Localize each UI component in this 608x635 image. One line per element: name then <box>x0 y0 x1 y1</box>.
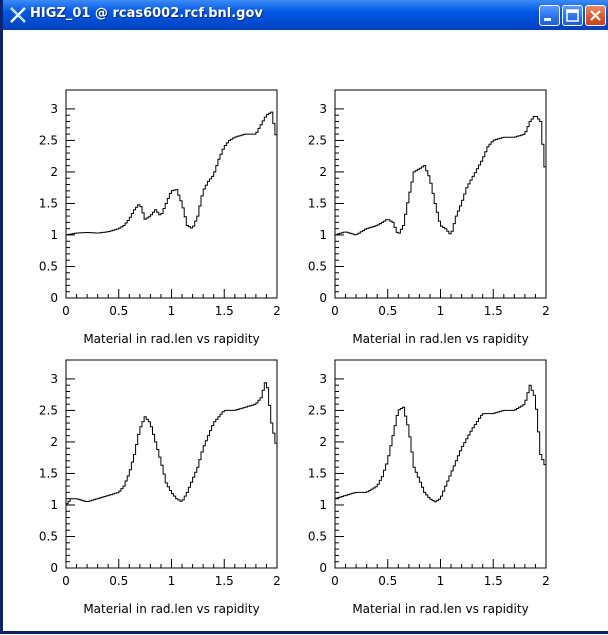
x-tick-label: 1 <box>168 304 176 318</box>
y-tick-label: 1.5 <box>39 196 58 210</box>
y-tick-label: 2.5 <box>308 133 327 147</box>
minimize-button[interactable] <box>539 5 560 26</box>
x-tick-label: 1 <box>437 304 445 318</box>
y-tick-label: 2 <box>319 435 327 449</box>
y-tick-label: 3 <box>319 102 327 116</box>
x-tick-label: 1.5 <box>215 304 234 318</box>
y-tick-label: 3 <box>319 372 327 386</box>
histogram-panel-4: 0 0.5 1 1.5 2 2.5 3 0 0.5 1 1.5 2 Material in rad.le… <box>308 360 550 616</box>
maximize-button[interactable] <box>562 5 583 26</box>
close-button[interactable] <box>585 5 606 26</box>
y-tick-label: 1 <box>319 498 327 512</box>
close-icon <box>586 6 605 25</box>
histogram-grid: 0 0.5 1 1.5 2 2.5 3 0 0.5 1 1.5 2 Material in rad.le… <box>6 30 608 631</box>
x-tick-label: 0.5 <box>109 304 128 318</box>
plot-canvas: 0 0.5 1 1.5 2 2.5 3 0 0.5 1 1.5 2 Material in rad.le… <box>6 30 608 631</box>
y-tick-label: 3 <box>50 372 58 386</box>
y-tick-label: 0.5 <box>39 259 58 273</box>
y-tick-label: 0 <box>50 561 58 575</box>
window-title: HIGZ_01 @ rcas6002.rcf.bnl.gov <box>30 6 263 21</box>
y-tick-label: 1.5 <box>308 196 327 210</box>
y-tick-label: 2 <box>319 165 327 179</box>
y-tick-label: 2.5 <box>39 133 58 147</box>
y-tick-label: 1 <box>319 228 327 242</box>
histogram-series-line <box>335 117 546 235</box>
x-tick-label: 0.5 <box>378 574 397 588</box>
y-tick-label: 0 <box>50 291 58 305</box>
y-tick-label: 1 <box>50 498 58 512</box>
y-tick-label: 2 <box>50 435 58 449</box>
x-tick-label: 0 <box>62 574 70 588</box>
y-tick-label: 1.5 <box>308 466 327 480</box>
y-tick-label: 3 <box>50 102 58 116</box>
x-axis-label: Material in rad.len vs rapidity <box>352 332 528 346</box>
histogram-panel-3: 0 0.5 1 1.5 2 2.5 3 0 0.5 1 1.5 2 Material in rad.le… <box>39 360 281 616</box>
y-tick-label: 2.5 <box>308 403 327 417</box>
x-axis-label: Material in rad.len vs rapidity <box>83 602 259 616</box>
plot-frame <box>335 90 546 298</box>
x-tick-label: 2 <box>542 574 550 588</box>
y-tick-label: 1 <box>50 228 58 242</box>
y-tick-label: 0 <box>319 291 327 305</box>
y-tick-label: 1.5 <box>39 466 58 480</box>
x-tick-label: 0.5 <box>378 304 397 318</box>
minimize-icon <box>540 6 559 25</box>
histogram-series-line <box>66 383 277 504</box>
x-tick-label: 0 <box>331 574 339 588</box>
x-axis-label: Material in rad.len vs rapidity <box>352 602 528 616</box>
histogram-panel-1: 0 0.5 1 1.5 2 2.5 3 0 0.5 1 1.5 2 Material in rad.le… <box>39 90 281 346</box>
x-tick-label: 2 <box>273 574 281 588</box>
x-tick-label: 1.5 <box>484 304 503 318</box>
plot-frame <box>66 360 277 568</box>
y-tick-label: 0.5 <box>39 529 58 543</box>
x-window-icon <box>9 7 27 23</box>
title-bar[interactable]: HIGZ_01 @ rcas6002.rcf.bnl.gov <box>3 0 608 30</box>
plot-frame <box>335 360 546 568</box>
y-tick-label: 0 <box>319 561 327 575</box>
y-tick-label: 0.5 <box>308 529 327 543</box>
histogram-panel-2: 0 0.5 1 1.5 2 2.5 3 0 0.5 1 1.5 2 Material in rad.le… <box>308 90 550 346</box>
x-tick-label: 1 <box>437 574 445 588</box>
x-tick-label: 2 <box>273 304 281 318</box>
x-tick-label: 2 <box>542 304 550 318</box>
histogram-series-line <box>335 385 546 502</box>
x-tick-label: 0.5 <box>109 574 128 588</box>
x-tick-label: 0 <box>62 304 70 318</box>
x-tick-label: 1.5 <box>484 574 503 588</box>
x-tick-label: 1 <box>168 574 176 588</box>
x-tick-label: 0 <box>331 304 339 318</box>
y-tick-label: 0.5 <box>308 259 327 273</box>
y-tick-label: 2.5 <box>39 403 58 417</box>
x-tick-label: 1.5 <box>215 574 234 588</box>
maximize-icon <box>563 6 582 25</box>
y-tick-label: 2 <box>50 165 58 179</box>
x-axis-label: Material in rad.len vs rapidity <box>83 332 259 346</box>
plot-frame <box>66 90 277 298</box>
histogram-series-line <box>66 112 277 235</box>
